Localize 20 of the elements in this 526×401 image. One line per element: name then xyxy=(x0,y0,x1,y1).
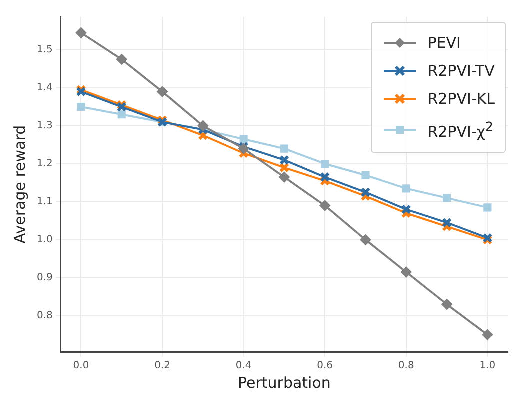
y-tick-label: 1.4 xyxy=(36,82,53,94)
y-tick-label: 1.5 xyxy=(36,44,53,56)
y-tick-label: 0.8 xyxy=(36,310,53,322)
x-tick-label: 0.8 xyxy=(398,360,414,372)
legend-label: R2PVI-TV xyxy=(428,61,495,82)
legend-label: R2PVI-χ$^{2}$ xyxy=(428,118,494,143)
y-tick-label: 1.0 xyxy=(36,234,53,246)
x-tick-label: 0.6 xyxy=(317,360,334,372)
x-tick-label: 0.2 xyxy=(154,360,170,372)
y-tick-label: 1.1 xyxy=(36,196,53,208)
legend-label: R2PVI-KL xyxy=(428,89,495,110)
y-axis-title: Average reward xyxy=(10,125,29,244)
x-axis-title: Perturbation xyxy=(238,374,331,392)
x-tick-label: 0.0 xyxy=(73,360,90,372)
y-tick-label: 1.3 xyxy=(36,120,53,132)
x-tick-label: 0.4 xyxy=(236,360,252,372)
x-tick-label: 1.0 xyxy=(480,360,496,372)
y-tick-label: 0.9 xyxy=(36,272,53,284)
y-tick-label: 1.2 xyxy=(36,158,53,170)
legend-label: PEVI xyxy=(428,33,461,54)
